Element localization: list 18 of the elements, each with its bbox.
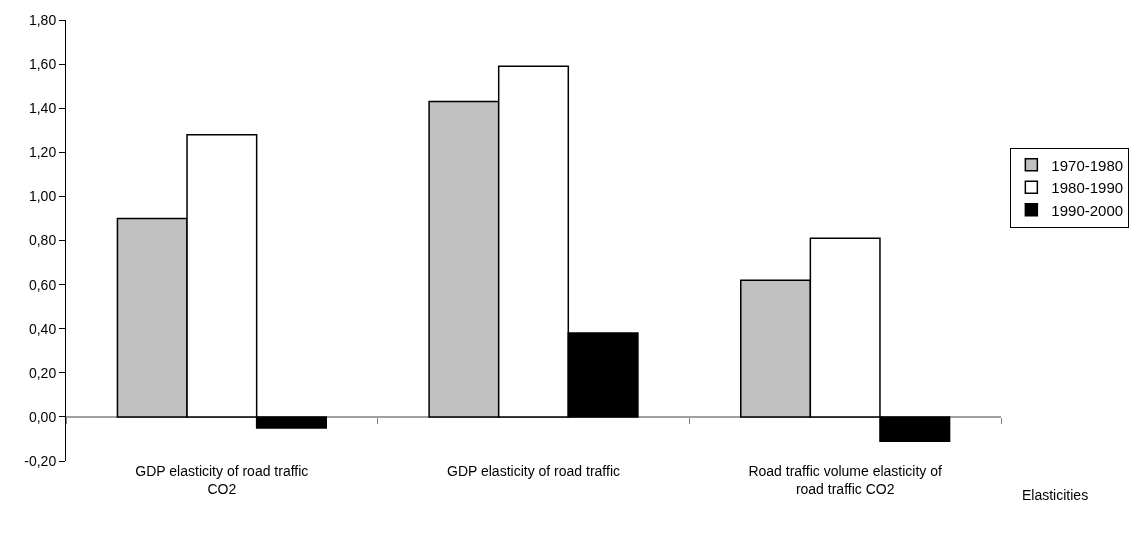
legend-label: 1980-1990: [1051, 179, 1124, 197]
y-tick-label: 0,60: [28, 276, 57, 293]
y-tick-label: 0,00: [28, 408, 57, 425]
y-tick-label: 1,00: [28, 188, 57, 205]
y-tick-label: 1,20: [28, 144, 57, 161]
x-tick-label: Road traffic volume elasticity of road traffic CO2: [748, 463, 943, 498]
x-tick-label: GDP elasticity of road traffic: [447, 463, 620, 479]
y-tick-label: -0,20: [24, 452, 57, 469]
x-tick-label: GDP elasticity of road traffic CO2: [135, 463, 309, 498]
legend-label: 1990-2000: [1051, 201, 1124, 219]
y-tick-label: 0,20: [28, 364, 57, 381]
y-tick-label: 0,40: [28, 320, 57, 337]
y-tick-label: 1,60: [28, 56, 57, 72]
y-tick-label: 1,80: [28, 11, 57, 28]
y-tick-label: 1,40: [28, 100, 57, 117]
legend-label: 1970-1980: [1051, 156, 1124, 174]
y-tick-label: 0,80: [28, 232, 57, 249]
x-axis-title: Elasticities: [1022, 487, 1089, 503]
